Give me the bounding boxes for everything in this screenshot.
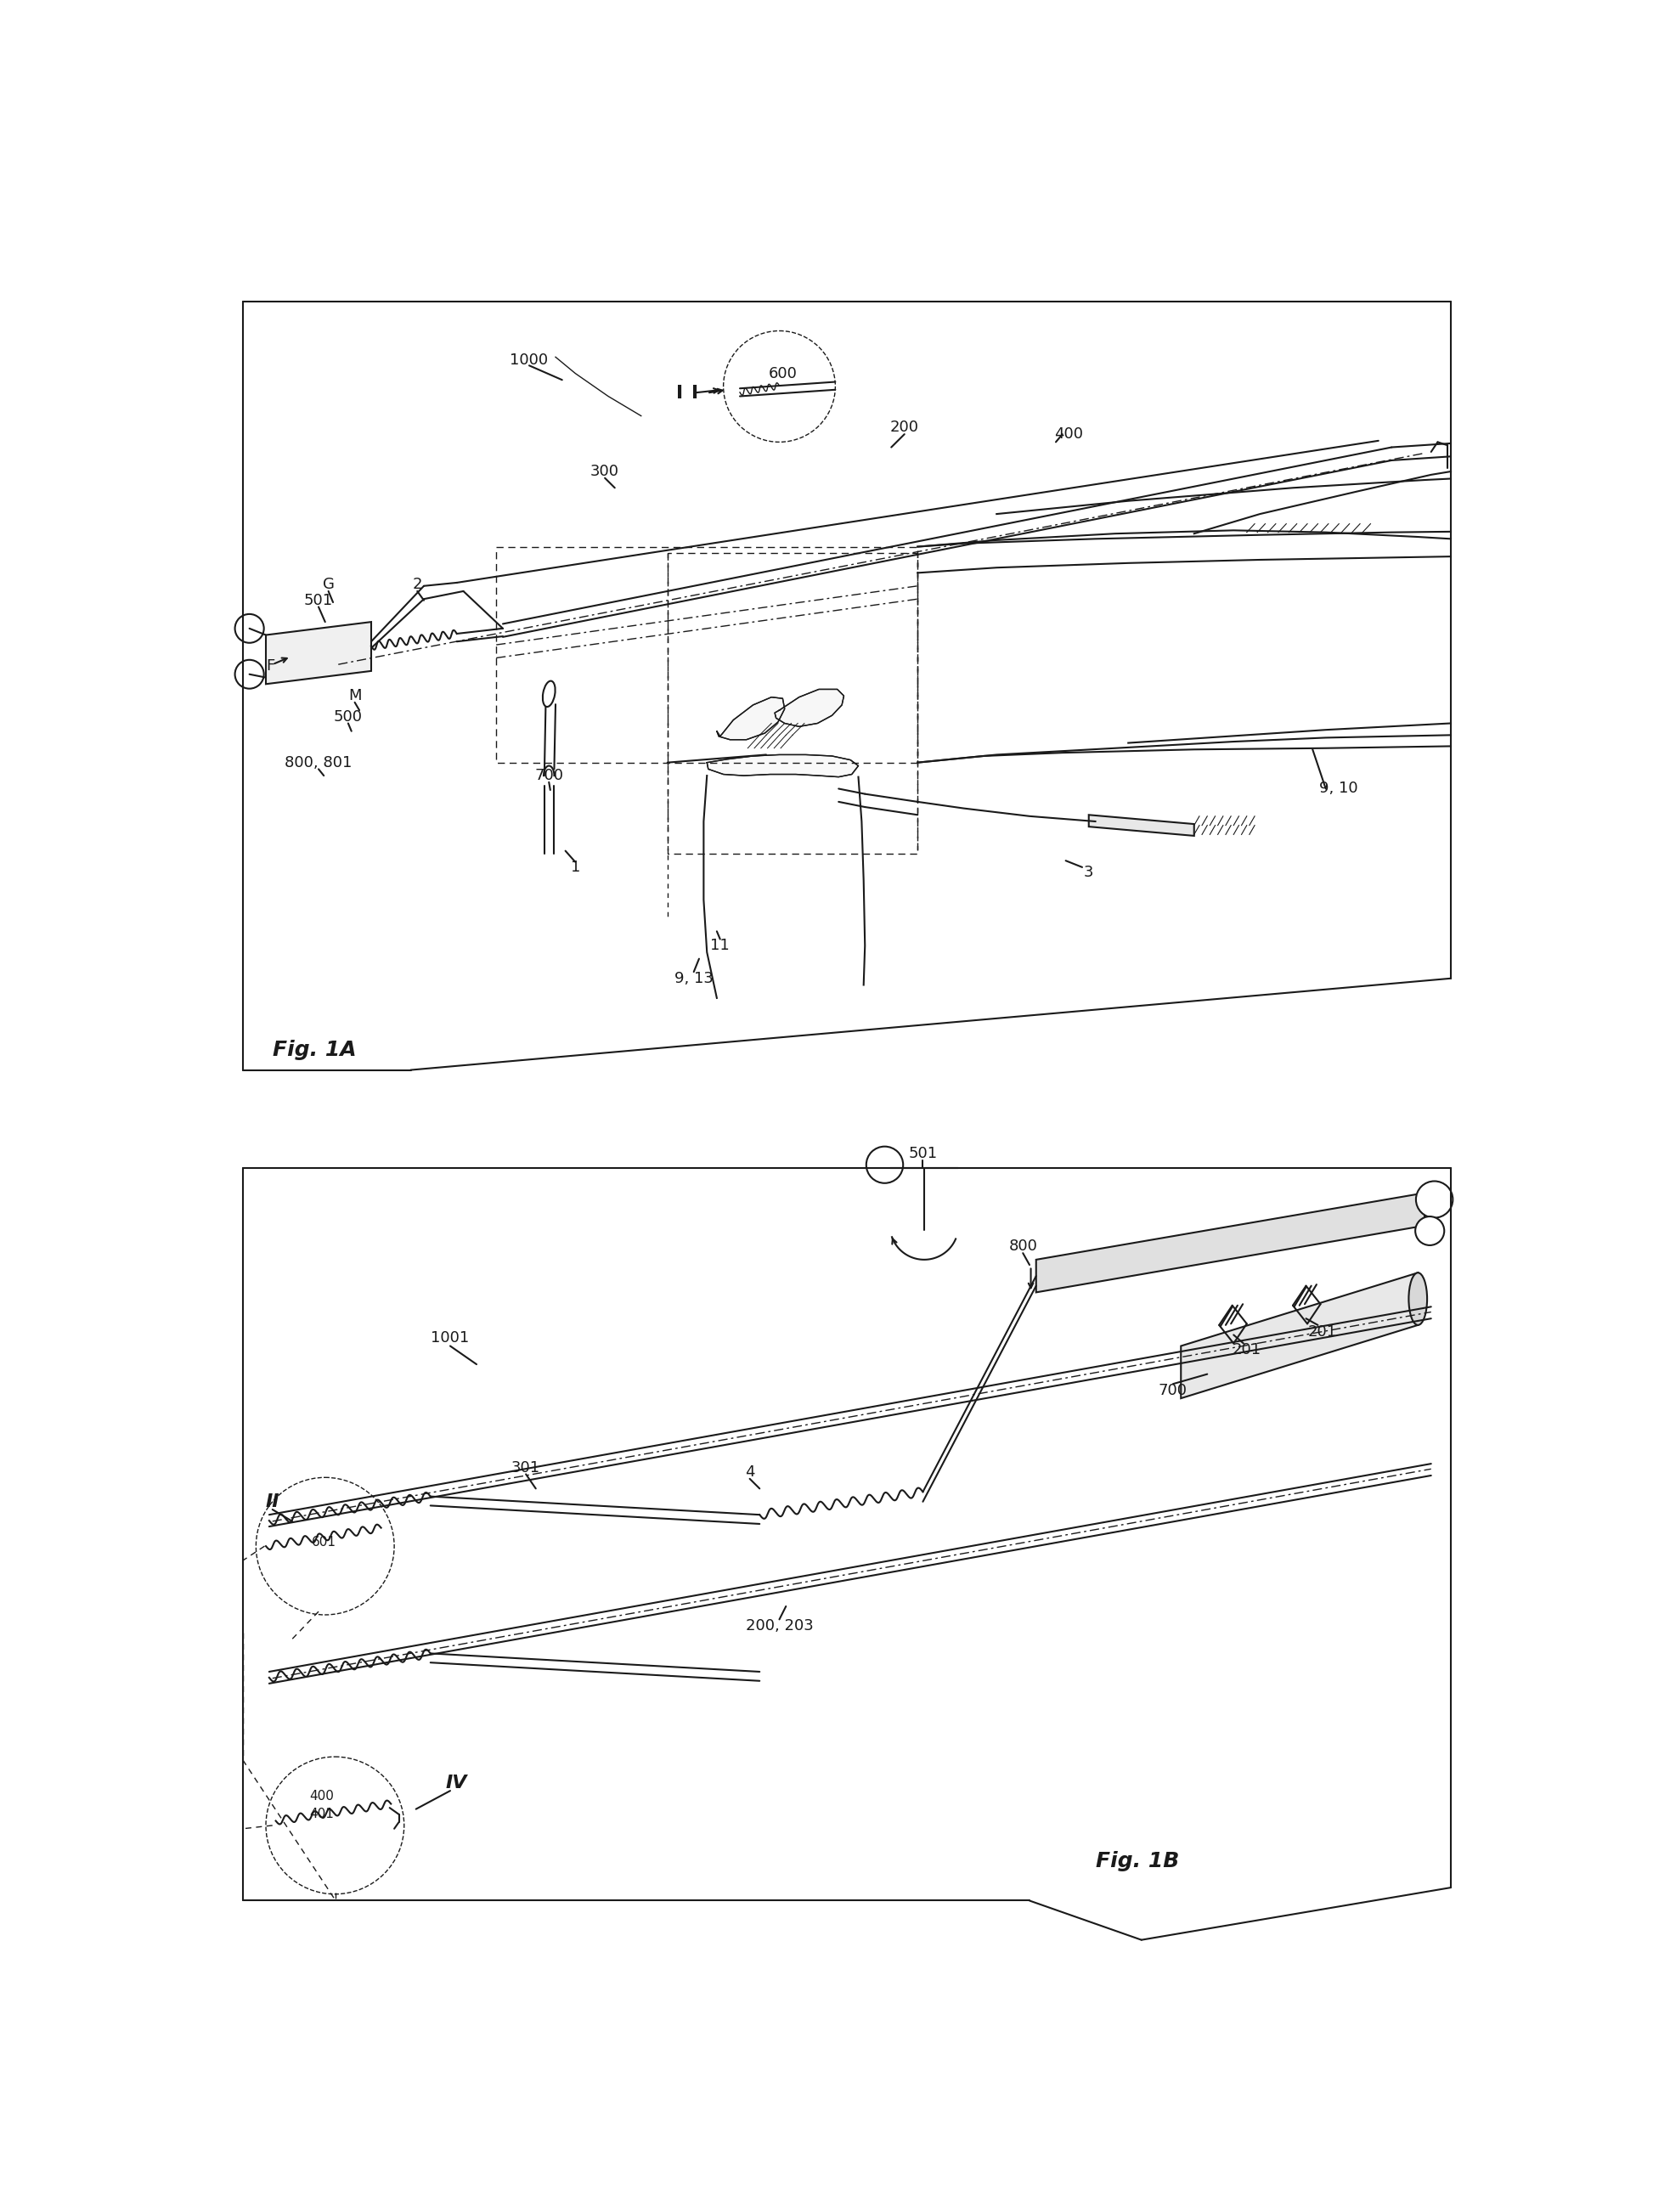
Text: 400: 400: [1055, 427, 1083, 442]
Circle shape: [1417, 1181, 1453, 1219]
Text: 700: 700: [534, 768, 564, 783]
Text: 401: 401: [309, 1807, 334, 1820]
Text: 800: 800: [1008, 1239, 1038, 1254]
Text: 1000: 1000: [511, 352, 549, 367]
Circle shape: [235, 659, 264, 688]
Ellipse shape: [542, 681, 555, 708]
Text: 600: 600: [769, 365, 797, 380]
Text: 501: 501: [304, 593, 332, 608]
Text: Fig. 1A: Fig. 1A: [273, 1040, 357, 1060]
Text: IV: IV: [446, 1774, 468, 1792]
Text: 400: 400: [309, 1790, 334, 1803]
Text: 9, 10: 9, 10: [1319, 781, 1359, 796]
Text: G: G: [322, 577, 334, 593]
Polygon shape: [1036, 1192, 1425, 1292]
Polygon shape: [707, 754, 858, 776]
Text: 2: 2: [412, 577, 422, 593]
Text: M: M: [349, 688, 362, 703]
Polygon shape: [717, 697, 785, 739]
Text: 700: 700: [1159, 1382, 1187, 1398]
Text: 201: 201: [1308, 1325, 1337, 1338]
Text: II: II: [266, 1493, 279, 1511]
Polygon shape: [1180, 1272, 1418, 1398]
Text: 11: 11: [711, 938, 729, 953]
Ellipse shape: [1408, 1272, 1427, 1325]
Text: 300: 300: [590, 465, 620, 480]
Polygon shape: [1089, 814, 1193, 836]
Text: 201: 201: [1231, 1343, 1261, 1358]
Circle shape: [235, 615, 264, 644]
Text: 200, 203: 200, 203: [746, 1619, 813, 1635]
Circle shape: [1415, 1217, 1445, 1245]
Text: 501: 501: [909, 1146, 937, 1161]
Text: F: F: [266, 659, 274, 672]
Text: 200: 200: [889, 420, 919, 436]
Text: 601: 601: [311, 1535, 336, 1548]
Text: 9, 13: 9, 13: [674, 971, 712, 987]
Text: 301: 301: [511, 1460, 541, 1475]
Text: 1001: 1001: [431, 1329, 469, 1345]
Text: 3: 3: [1084, 865, 1094, 880]
Text: 500: 500: [334, 710, 362, 723]
Text: Fig. 1B: Fig. 1B: [1096, 1851, 1179, 1871]
Polygon shape: [775, 690, 845, 726]
Polygon shape: [266, 622, 372, 684]
Text: $\mathbf{I}$: $\mathbf{I}$: [674, 385, 683, 403]
Circle shape: [866, 1146, 903, 1183]
Text: 4: 4: [746, 1464, 755, 1480]
Text: $\mathbf{I}$: $\mathbf{I}$: [691, 385, 698, 403]
Text: 800, 801: 800, 801: [284, 754, 352, 770]
Text: 1: 1: [570, 860, 580, 874]
